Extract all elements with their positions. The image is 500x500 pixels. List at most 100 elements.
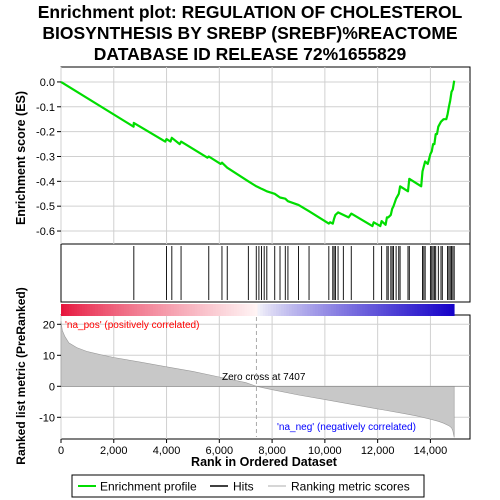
heatbar-segment [257,304,261,316]
legend-ranking-metric-scores: Ranking metric scores [291,480,410,494]
heatbar-segment [134,304,138,316]
heatbar-segment [441,304,445,316]
heatbar-segment [176,304,180,316]
heatbar-segment [299,304,303,316]
heatbar-segment [105,304,109,316]
heatbar-segment [160,304,164,316]
heatbar-segment [333,304,337,316]
es-y-tick-label: -0.4 [36,176,55,188]
heatbar-segment [330,304,334,316]
x-tick-label: 4,000 [153,445,181,457]
heatbar-segment [249,304,253,316]
chart-title-line-1: Enrichment plot: REGULATION OF CHOLESTER… [37,2,463,22]
heatbar-segment [304,304,308,316]
heatbar-segment [89,304,93,316]
heatbar-segment [378,304,382,316]
heatbar-segment [294,304,298,316]
heatbar-segment [414,304,418,316]
heatbar-segment [420,304,424,316]
heatbar-segment [181,304,185,316]
heatbar-segment [129,304,133,316]
heatbar-segment [223,304,227,316]
heatbar-segment [171,304,175,316]
heatbar-segment [296,304,300,316]
heatbar-segment [205,304,209,316]
x-tick-label: 8,000 [258,445,286,457]
heatbar-segment [380,304,384,316]
heatbar-segment [286,304,290,316]
heatbar-segment [351,304,355,316]
heatbar-segment [412,304,416,316]
heatbar-segment [97,304,101,316]
heatbar-segment [391,304,395,316]
heatbar-segment [118,304,122,316]
heatbar-segment [194,304,198,316]
heatbar-segment [76,304,80,316]
heatbar-segment [231,304,235,316]
heatbar-segment [344,304,348,316]
heatbar-segment [207,304,211,316]
heatbar-segment [341,304,345,316]
heatbar-segment [63,304,67,316]
heatbar-segment [168,304,172,316]
heatbar-segment [336,304,340,316]
heatbar-segment [315,304,319,316]
heatbar-segment [372,304,376,316]
heatbar-segment [144,304,148,316]
heatbar-segment [197,304,201,316]
heatbar-segment [320,304,324,316]
es-y-tick-label: -0.3 [36,151,55,163]
heatbar-segment [310,304,314,316]
metric-y-tick-label: 10 [43,350,55,362]
metric-y-axis-label: Ranked list metric (PreRanked) [14,287,28,464]
chart-title-line-2: BIOSYNTHESIS BY SREBP (SREBF)%REACTOME [42,23,458,43]
heatbar-segment [448,304,452,316]
heatbar-segment [215,304,219,316]
chart-title-line-3: DATABASE ID RELEASE 72%1655829 [93,44,407,64]
heatbar-segment [123,304,127,316]
chart-title: Enrichment plot: REGULATION OF CHOLESTER… [0,2,500,65]
heatbar-segment [357,304,361,316]
heatbar-segment [273,304,277,316]
x-tick-label: 6,000 [206,445,234,457]
heatbar-segment [359,304,363,316]
heatbar-segment [84,304,88,316]
heatbar-segment [199,304,203,316]
hits-panel-frame [60,243,471,303]
heatbar-segment [218,304,222,316]
heatbar-segment [409,304,413,316]
heatbar-segment [399,304,403,316]
enrichment-profile-line [60,80,456,228]
heatbar-segment [275,304,279,316]
es-y-axis-label: Enrichment score (ES) [14,91,28,225]
heatbar-segment [354,304,358,316]
heatbar-segment [367,304,371,316]
heatbar-segment [252,304,256,316]
heatbar-segment [383,304,387,316]
heatbar-segment [228,304,232,316]
heatbar-segment [121,304,125,316]
heatbar-segment [417,304,421,316]
heatbar-segment [139,304,143,316]
heatbar-segment [152,304,156,316]
heatbar-segment [74,304,78,316]
heatbar-segment [349,304,353,316]
heatbar-segment [113,304,117,316]
heatbar-segment [289,304,293,316]
heatbar-segment [422,304,426,316]
x-tick-label: 14,000 [414,445,448,457]
heatbar-segment [178,304,182,316]
heatbar-segment [375,304,379,316]
heatbar-segment [451,304,455,316]
heatbar-segment [213,304,217,316]
legend-hits: Hits [233,480,254,494]
heatbar-segment [71,304,75,316]
heatbar-segment [192,304,196,316]
heatbar-segment [362,304,366,316]
heatbar-segment [202,304,206,316]
heatbar-segment [328,304,332,316]
heatbar-segment [396,304,400,316]
heatbar-segment [108,304,112,316]
heatbar-segment [155,304,159,316]
